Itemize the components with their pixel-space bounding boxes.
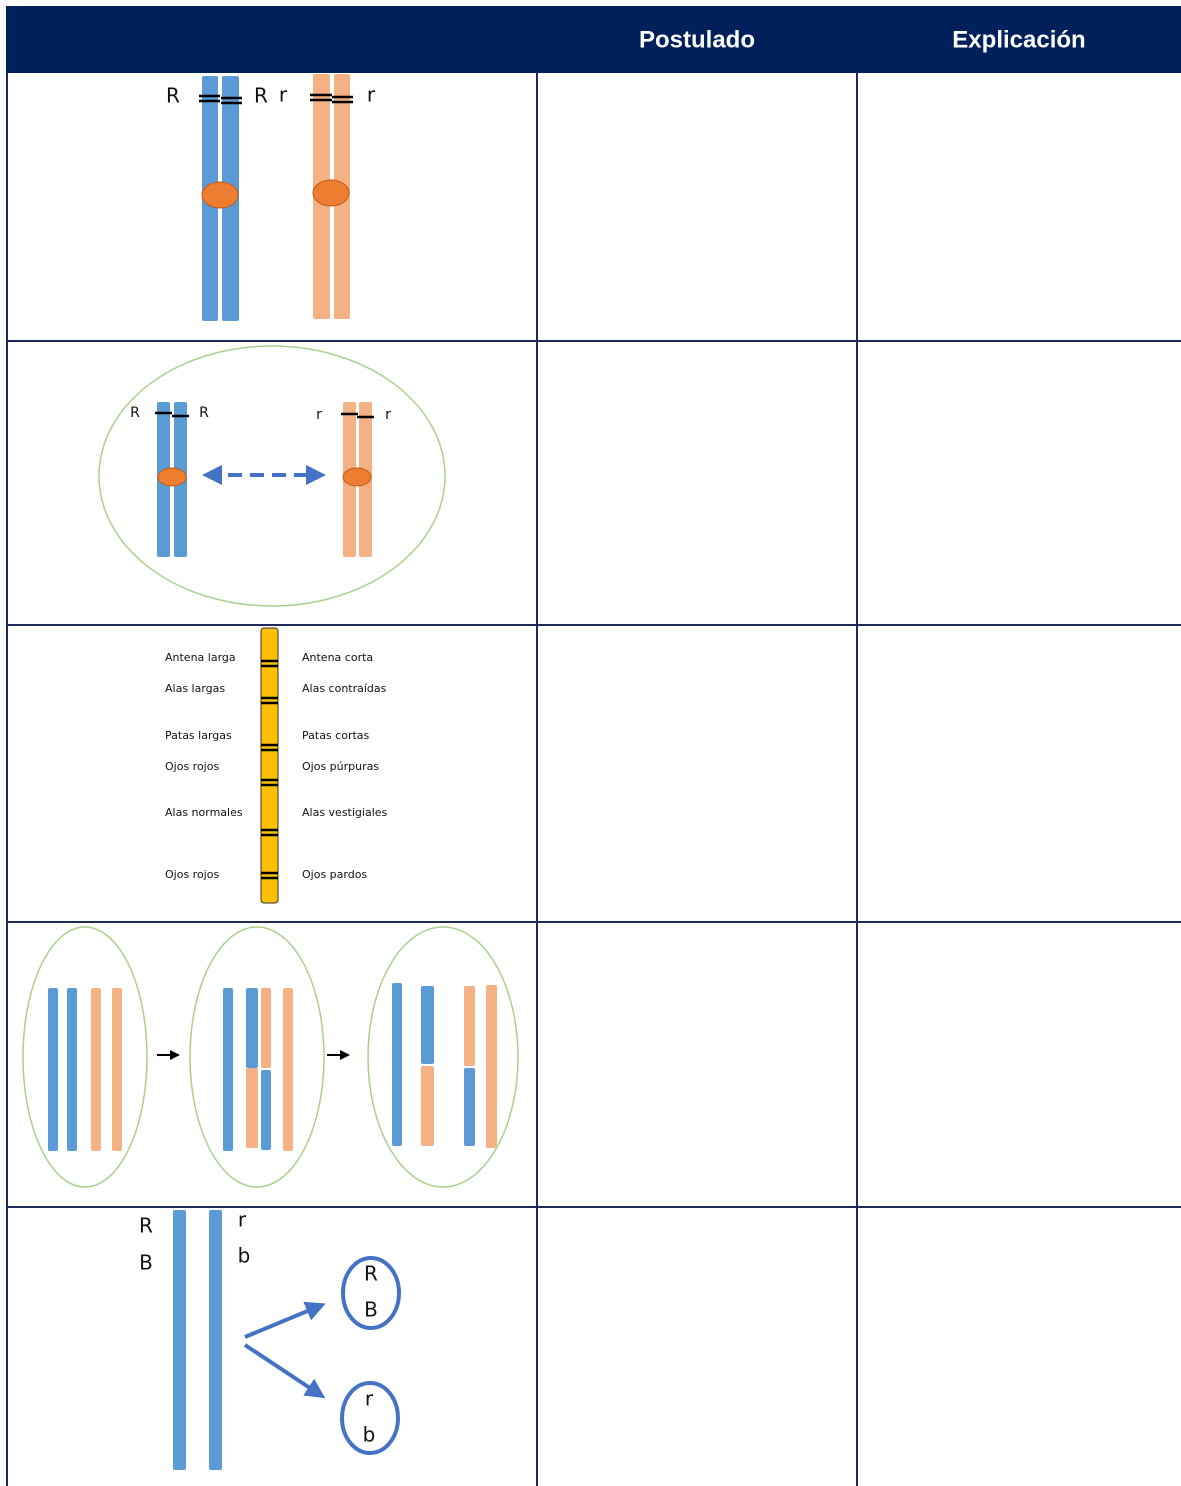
segregation-diagram xyxy=(98,345,446,607)
trait-label: Ojos rojos xyxy=(165,760,219,773)
trait-label: Ojos rojos xyxy=(165,868,219,881)
allele-label: R xyxy=(166,84,180,108)
allele-label: r xyxy=(385,407,391,423)
gene-map xyxy=(260,627,279,904)
trait-label: Patas largas xyxy=(165,729,232,742)
crossing-over-diagram xyxy=(22,926,519,1188)
allele-label: R xyxy=(139,1214,153,1238)
trait-label: Ojos púrpuras xyxy=(302,760,379,773)
header-bar xyxy=(6,6,1181,73)
allele-label: r xyxy=(238,1208,247,1232)
allele-label: R xyxy=(130,405,140,421)
gamete-allele: r xyxy=(365,1387,374,1411)
independent-assortment-diagram xyxy=(173,1210,401,1470)
trait-label: Antena larga xyxy=(165,651,236,664)
allele-label: B xyxy=(139,1251,153,1275)
trait-label: Ojos pardos xyxy=(302,868,367,881)
trait-label: Alas contraídas xyxy=(302,682,387,695)
trait-label: Patas cortas xyxy=(302,729,370,742)
trait-label: Alas vestigiales xyxy=(302,806,388,819)
trait-label: Alas normales xyxy=(165,806,243,819)
allele-label: R xyxy=(199,405,209,421)
allele-label: R xyxy=(254,84,268,108)
homologous-chromosomes xyxy=(199,74,353,321)
allele-label: b xyxy=(238,1244,251,1268)
gamete-allele: b xyxy=(363,1423,376,1447)
gamete-allele: B xyxy=(364,1298,378,1322)
allele-label: r xyxy=(279,83,288,107)
trait-label: Antena corta xyxy=(302,651,373,664)
gamete-allele: R xyxy=(364,1262,378,1286)
header-explicacion: Explicación xyxy=(952,26,1085,53)
allele-label: r xyxy=(316,407,322,423)
header-postulado: Postulado xyxy=(639,26,755,53)
table-grid xyxy=(6,73,1181,1486)
allele-label: r xyxy=(367,83,376,107)
trait-label: Alas largas xyxy=(165,682,225,695)
